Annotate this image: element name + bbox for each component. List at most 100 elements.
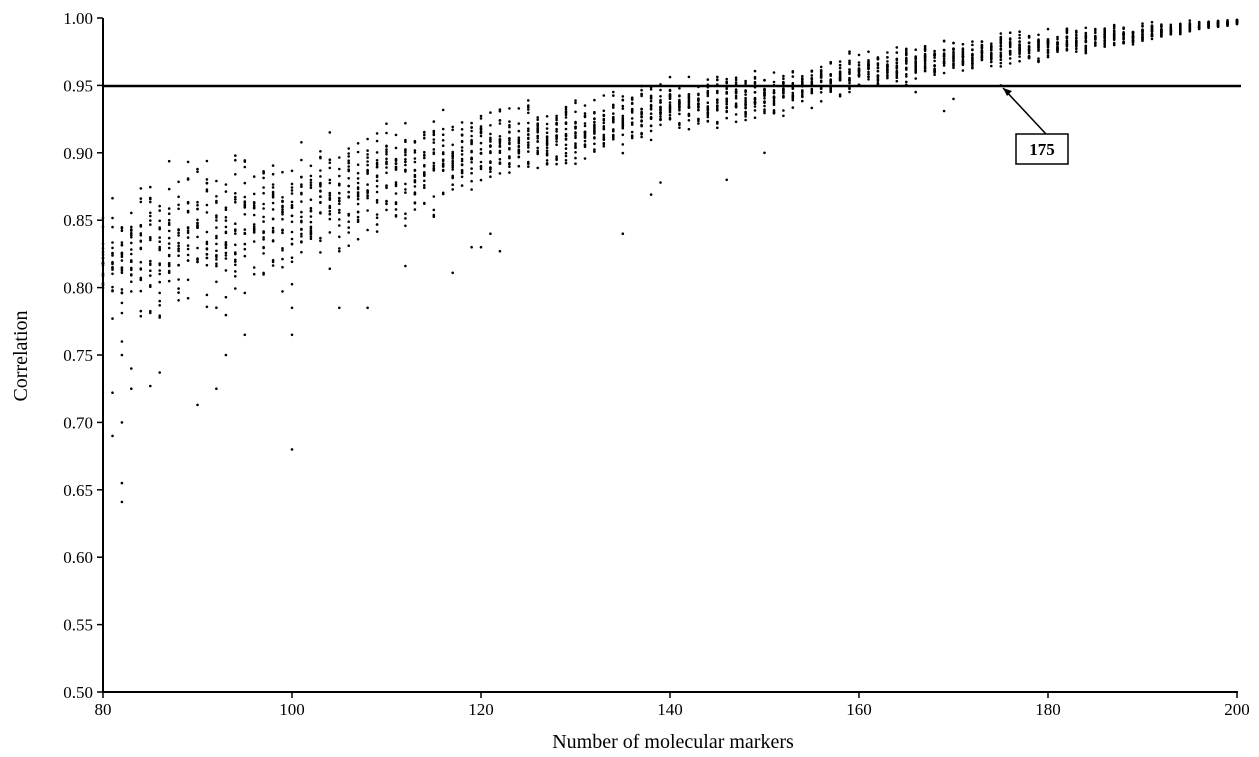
data-point: [423, 179, 426, 183]
data-point: [980, 49, 984, 52]
data-point: [149, 269, 152, 273]
data-point: [772, 109, 776, 112]
data-point: [706, 115, 710, 119]
data-point: [668, 109, 672, 113]
data-point: [319, 212, 322, 215]
data-point: [612, 137, 615, 141]
data-point: [281, 247, 284, 250]
data-point: [536, 126, 539, 130]
data-point: [347, 226, 351, 229]
data-point: [479, 130, 483, 134]
data-point: [914, 90, 917, 94]
data-point: [139, 247, 143, 251]
data-point: [451, 164, 455, 167]
data-point: [905, 58, 908, 61]
data-point: [895, 67, 899, 70]
data-point: [848, 50, 851, 53]
data-point: [971, 48, 974, 51]
data-point: [838, 66, 842, 70]
data-point: [347, 165, 351, 168]
data-point: [630, 123, 634, 126]
data-point: [215, 216, 218, 219]
data-point: [574, 136, 577, 140]
data-point: [290, 169, 294, 173]
data-point: [980, 54, 984, 58]
data-point: [961, 56, 965, 59]
data-point: [545, 122, 549, 126]
data-point: [564, 127, 568, 131]
data-point: [262, 220, 265, 223]
data-point: [1037, 59, 1040, 62]
data-point: [186, 253, 190, 257]
data-point: [290, 200, 294, 204]
data-point: [687, 75, 691, 79]
data-point: [1197, 22, 1201, 25]
data-point: [215, 254, 218, 257]
data-point: [621, 120, 625, 124]
data-point: [262, 186, 265, 189]
data-point: [593, 98, 596, 102]
data-point: [120, 255, 124, 259]
data-point: [470, 149, 473, 153]
data-point: [829, 61, 832, 64]
data-point: [668, 101, 672, 104]
data-point: [423, 136, 426, 140]
data-point: [763, 91, 766, 94]
data-point: [130, 235, 133, 239]
data-point: [706, 89, 710, 93]
data-point: [744, 106, 747, 109]
data-point: [498, 249, 502, 253]
data-point: [649, 138, 653, 142]
data-point: [857, 74, 861, 77]
data-point: [366, 156, 369, 159]
data-point: [725, 77, 728, 81]
data-point: [829, 89, 832, 92]
data-point: [224, 257, 228, 260]
data-point: [489, 166, 492, 169]
data-point: [1188, 23, 1192, 27]
data-point: [772, 91, 776, 95]
data-point: [630, 111, 634, 114]
data-point: [158, 314, 161, 318]
data-point: [328, 231, 332, 234]
data-point: [120, 243, 124, 247]
data-point: [205, 159, 209, 163]
data-point: [1160, 24, 1163, 28]
data-point: [130, 266, 133, 270]
data-point: [234, 200, 237, 204]
data-point: [271, 226, 275, 230]
data-point: [555, 122, 558, 126]
data-point: [574, 162, 577, 165]
data-point: [243, 247, 247, 251]
data-point: [744, 111, 747, 114]
data-point: [111, 268, 114, 271]
data-point: [905, 80, 908, 84]
data-point: [375, 139, 379, 143]
data-point: [309, 174, 313, 178]
y-tick-label: 0.50: [63, 683, 93, 702]
data-point: [215, 262, 218, 266]
data-point: [706, 105, 710, 108]
data-point: [725, 103, 728, 106]
data-point: [205, 293, 209, 297]
data-point: [281, 249, 284, 252]
data-point: [583, 157, 587, 160]
data-point: [167, 223, 171, 226]
x-tick-label: 160: [846, 700, 872, 719]
data-point: [139, 197, 143, 200]
data-point: [385, 186, 388, 190]
data-point: [659, 181, 662, 184]
data-point: [1122, 32, 1125, 36]
data-point: [923, 66, 927, 70]
data-point: [300, 210, 303, 214]
data-point: [111, 289, 114, 293]
x-axis-title: Number of molecular markers: [552, 731, 794, 753]
data-point: [356, 171, 360, 175]
data-point: [630, 96, 634, 100]
data-point: [819, 79, 823, 83]
data-point: [252, 192, 256, 196]
data-point: [1235, 20, 1239, 23]
data-point: [479, 148, 483, 151]
data-point: [867, 70, 870, 74]
data-point: [1046, 51, 1050, 54]
